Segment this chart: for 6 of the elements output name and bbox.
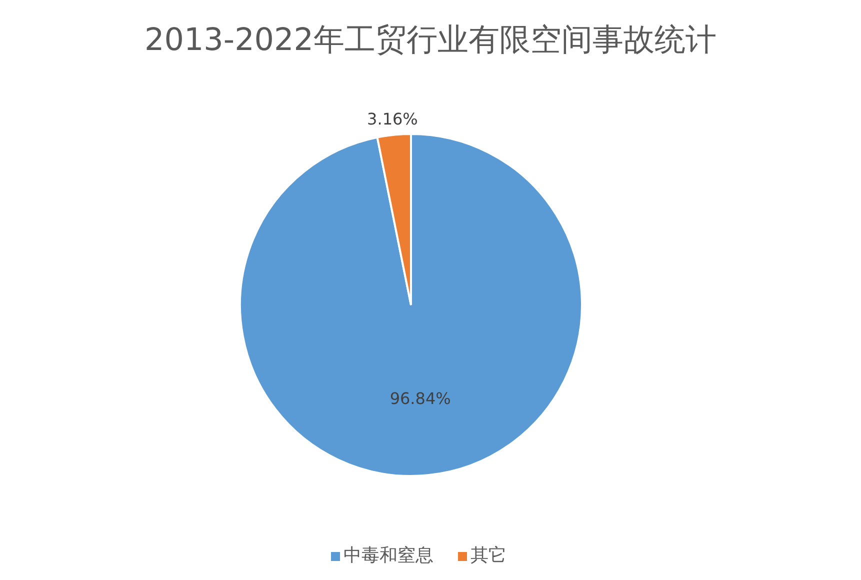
chart-title: 2013-2022年工贸行业有限空间事故统计	[144, 21, 718, 60]
legend-label: 中毒和窒息	[344, 545, 434, 566]
legend-label: 其它	[470, 545, 506, 566]
data-label: 3.16%	[367, 109, 418, 128]
data-label: 96.84%	[390, 389, 451, 408]
pie-slice	[239, 133, 583, 477]
